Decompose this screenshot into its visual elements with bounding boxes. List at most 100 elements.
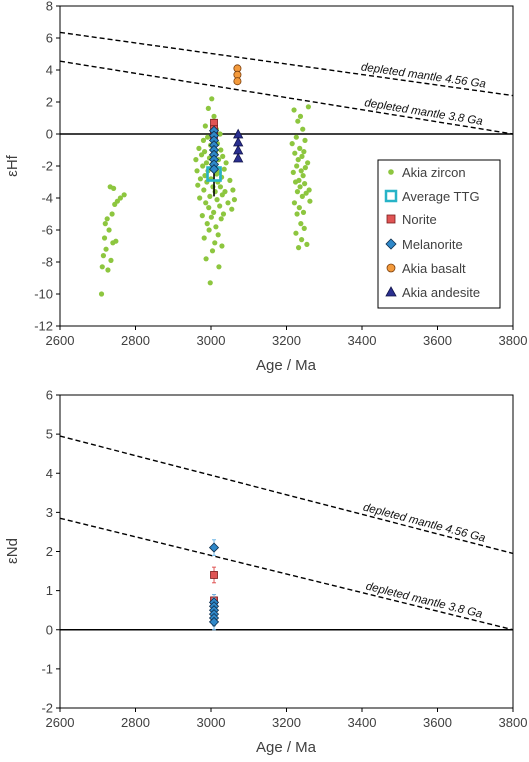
hf-point-akia-zircon bbox=[220, 211, 227, 217]
hf-point-akia-zircon bbox=[296, 177, 302, 183]
hf-point-akia-zircon bbox=[291, 107, 297, 113]
hf-point-akia-zircon bbox=[295, 157, 301, 163]
hf-point-akia-zircon bbox=[293, 134, 299, 140]
hf-point-akia-zircon bbox=[209, 248, 216, 254]
hf-y-tick-label: 0 bbox=[46, 127, 53, 142]
hf-y-tick-label: 6 bbox=[46, 31, 53, 46]
hf-point-akia-zircon bbox=[289, 141, 295, 147]
hf-line-depleted-mantle-3-8-ga bbox=[60, 60, 513, 135]
hf-x-tick-label: 2800 bbox=[121, 333, 150, 348]
hf-y-tick-label: -10 bbox=[34, 287, 53, 302]
hf-point-akia-zircon bbox=[294, 163, 300, 169]
hf-point-akia-zircon bbox=[304, 241, 310, 247]
hf-x-tick-label: 3800 bbox=[499, 333, 528, 348]
legend-label-norite: Norite bbox=[402, 212, 437, 227]
hf-point-akia-zircon bbox=[99, 264, 105, 270]
hf-point-akia-zircon bbox=[200, 137, 207, 143]
hf-point-akia-zircon bbox=[216, 264, 222, 270]
hf-point-akia-zircon bbox=[199, 213, 205, 219]
hf-point-melanorite bbox=[208, 164, 220, 175]
hf-point-akia-zircon bbox=[207, 193, 213, 199]
hf-point-akia-basalt bbox=[233, 77, 242, 86]
nd-y-tick-label: 1 bbox=[46, 583, 53, 598]
hf-y-tick-label: -12 bbox=[34, 319, 53, 334]
hf-y-axis-title: εHf bbox=[4, 154, 21, 177]
nd-y-tick-label: 3 bbox=[46, 505, 53, 520]
hf-label-depleted-mantle-3-8-ga: depleted mantle 3.8 Ga bbox=[364, 97, 484, 128]
hf-point-akia-zircon bbox=[300, 126, 306, 132]
hf-point-akia-zircon bbox=[218, 216, 224, 222]
hf-point-akia-zircon bbox=[221, 166, 227, 172]
legend-marker-norite bbox=[386, 214, 396, 224]
hf-point-akia-zircon bbox=[220, 153, 226, 159]
hf-point-akia-zircon bbox=[205, 134, 211, 140]
legend-marker-akia-andesite bbox=[385, 286, 397, 297]
hf-x-tick-label: 2600 bbox=[46, 333, 75, 348]
hf-point-akia-zircon bbox=[100, 253, 107, 259]
hf-point-akia-zircon bbox=[108, 257, 114, 263]
hf-point-akia-zircon bbox=[299, 237, 305, 243]
hf-point-akia-zircon bbox=[299, 153, 305, 159]
hf-point-akia-zircon bbox=[290, 169, 296, 175]
hf-point-akia-zircon bbox=[295, 245, 302, 251]
nd-x-tick-label: 3200 bbox=[272, 715, 301, 730]
hf-point-akia-zircon bbox=[223, 160, 229, 166]
hf-point-akia-zircon bbox=[298, 168, 304, 174]
hf-point-akia-zircon bbox=[103, 246, 109, 252]
hf-y-tick-label: 2 bbox=[46, 95, 53, 110]
hf-x-tick-label: 3000 bbox=[197, 333, 226, 348]
hf-point-akia-zircon bbox=[300, 173, 306, 179]
hf-point-akia-zircon bbox=[212, 240, 218, 246]
hf-y-tick-label: -8 bbox=[41, 255, 53, 270]
hf-point-akia-zircon bbox=[203, 200, 209, 206]
hf-point-akia-zircon bbox=[231, 197, 238, 203]
hf-point-akia-zircon bbox=[297, 184, 303, 190]
nd-label-depleted-mantle-4-56-ga: depleted mantle 4.56 Ga bbox=[362, 502, 487, 545]
nd-line-depleted-mantle-3-8-ga bbox=[60, 517, 513, 631]
hf-point-akia-zircon bbox=[293, 230, 299, 236]
hf-point-akia-andesite bbox=[233, 152, 244, 163]
hf-point-akia-zircon bbox=[121, 192, 127, 198]
hf-point-akia-zircon bbox=[98, 291, 105, 297]
nd-x-tick-label: 3600 bbox=[423, 715, 452, 730]
hf-point-akia-zircon bbox=[301, 149, 307, 155]
hf-label-depleted-mantle-4-56-ga: depleted mantle 4.56 Ga bbox=[360, 61, 486, 90]
hf-point-akia-zircon bbox=[201, 187, 207, 193]
nd-x-axis-title: Age / Ma bbox=[256, 739, 317, 756]
hf-point-akia-zircon bbox=[298, 221, 304, 227]
hf-point-akia-zircon bbox=[305, 104, 311, 110]
nd-y-tick-label: 5 bbox=[46, 427, 53, 442]
hf-point-akia-zircon bbox=[102, 221, 108, 227]
hf-point-akia-zircon bbox=[211, 209, 217, 215]
nd-line-depleted-mantle-4-56-ga bbox=[60, 435, 513, 555]
hf-point-akia-zircon bbox=[219, 243, 225, 249]
hf-point-akia-zircon bbox=[291, 200, 298, 206]
hf-point-akia-zircon bbox=[106, 227, 112, 233]
hf-point-akia-zircon bbox=[215, 232, 221, 238]
nd-chart: 2600 2800 3000 3200 3400 3600 3800-2-10123456 … bbox=[4, 388, 527, 757]
legend-marker-akia-basalt bbox=[386, 263, 396, 273]
hf-point-akia-zircon bbox=[197, 176, 204, 182]
hf-point-akia-zircon bbox=[296, 205, 302, 211]
hf-point-akia-zircon bbox=[222, 189, 228, 195]
hf-y-tick-label: -6 bbox=[41, 223, 53, 238]
hf-point-akia-zircon bbox=[111, 185, 117, 191]
nd-x-tick-label: 3400 bbox=[348, 715, 377, 730]
hf-point-akia-zircon bbox=[294, 211, 300, 217]
hf-point-akia-zircon bbox=[197, 195, 203, 201]
hf-point-akia-zircon bbox=[117, 195, 123, 201]
legend-label-average-ttg: Average TTG bbox=[402, 189, 480, 204]
nd-y-axis-title: εNd bbox=[4, 538, 21, 564]
hf-point-akia-zircon bbox=[305, 160, 311, 166]
hf-point-akia-zircon bbox=[230, 187, 236, 193]
hf-y-tick-label: -4 bbox=[41, 191, 53, 206]
legend-label-akia-andesite: Akia andesite bbox=[402, 285, 480, 300]
hf-point-akia-zircon bbox=[205, 105, 211, 111]
nd-y-tick-label: 6 bbox=[46, 388, 53, 403]
hf-point-akia-zircon bbox=[218, 147, 224, 153]
hf-point-akia-zircon bbox=[203, 160, 210, 166]
hf-point-akia-zircon bbox=[211, 113, 217, 119]
hf-x-tick-label: 3200 bbox=[272, 333, 301, 348]
hf-point-norite bbox=[210, 118, 218, 127]
nd-y-tick-label: 4 bbox=[46, 466, 53, 481]
